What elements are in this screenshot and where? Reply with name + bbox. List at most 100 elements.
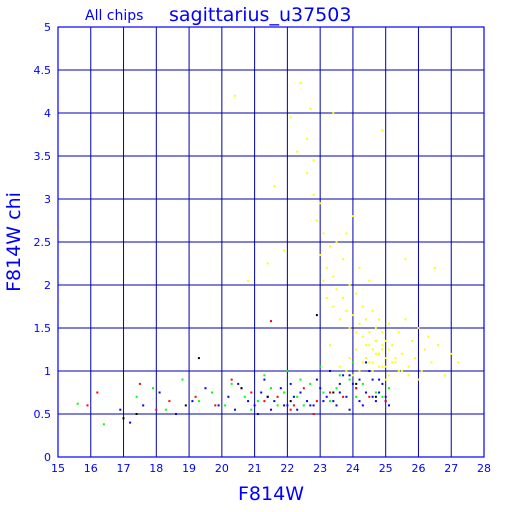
data-point — [312, 193, 315, 196]
data-point — [365, 361, 367, 364]
data-point — [224, 404, 227, 407]
data-point — [437, 344, 440, 347]
data-point — [260, 391, 263, 394]
data-point — [273, 400, 276, 403]
data-point — [355, 395, 358, 398]
x-tick-label: 22 — [280, 462, 294, 475]
data-point — [283, 249, 286, 252]
data-point — [358, 370, 361, 372]
data-point — [355, 348, 358, 351]
data-point — [306, 400, 308, 403]
data-point — [391, 344, 394, 347]
y-tick-labels: 0 0.5 1 1.5 2 2.5 3 3.5 4 4.5 5 — [34, 21, 52, 464]
series-2 — [76, 361, 390, 426]
data-point — [175, 413, 177, 415]
data-point — [365, 318, 367, 321]
data-point — [338, 391, 341, 394]
data-point — [319, 253, 322, 256]
data-point — [142, 404, 145, 407]
data-point — [197, 357, 200, 360]
y-tick-label: 0.5 — [34, 408, 52, 421]
data-point — [410, 339, 413, 342]
data-point — [315, 314, 318, 317]
data-point — [319, 202, 322, 205]
data-point — [322, 391, 325, 394]
data-point — [325, 395, 328, 398]
data-point — [266, 262, 269, 265]
data-point — [312, 404, 315, 407]
data-point — [312, 413, 315, 415]
data-point — [181, 378, 184, 381]
data-point — [329, 245, 331, 248]
data-point — [263, 374, 266, 377]
data-point — [361, 335, 364, 338]
data-point — [351, 361, 354, 364]
x-axis-label: F814W — [238, 483, 304, 505]
data-point — [214, 404, 217, 407]
chart-title: sagittarius_u37503 — [169, 4, 351, 26]
data-point — [384, 365, 387, 368]
data-point — [197, 400, 200, 403]
data-point — [374, 327, 377, 329]
data-point — [276, 395, 279, 398]
data-point — [378, 391, 381, 394]
data-point — [351, 374, 354, 377]
y-axis-label: F814W chi — [3, 192, 25, 292]
data-point — [355, 331, 358, 334]
series-1 — [119, 361, 390, 424]
data-point — [348, 357, 351, 360]
data-point — [388, 387, 390, 390]
data-point — [456, 361, 459, 364]
data-point — [247, 279, 250, 282]
data-point — [184, 404, 187, 407]
data-point — [230, 382, 233, 385]
series-0 — [234, 81, 459, 381]
data-point — [273, 185, 276, 188]
data-point — [342, 258, 345, 261]
data-point — [332, 275, 335, 278]
data-point — [306, 172, 308, 175]
data-point — [168, 400, 171, 403]
data-point — [322, 279, 325, 282]
x-tick-label: 17 — [117, 462, 131, 475]
data-point — [351, 382, 354, 385]
x-tick-label: 27 — [444, 462, 458, 475]
data-point — [368, 395, 371, 398]
data-point — [237, 382, 240, 385]
data-point — [378, 352, 381, 355]
data-point — [240, 387, 243, 390]
data-point — [86, 404, 89, 407]
data-point — [388, 322, 390, 325]
data-point — [338, 374, 341, 377]
data-point — [122, 417, 125, 420]
data-point — [96, 391, 99, 394]
data-point — [358, 400, 361, 403]
x-tick-labels: 15 16 17 18 19 20 21 22 23 24 25 26 27 28 — [51, 462, 491, 475]
data-point — [283, 391, 286, 394]
x-tick-label: 24 — [346, 462, 360, 475]
data-point — [368, 279, 371, 282]
data-point — [417, 327, 420, 329]
data-points — [76, 81, 459, 426]
data-point — [358, 322, 361, 325]
data-point — [338, 365, 341, 368]
data-point — [270, 408, 272, 411]
x-tick-label: 18 — [149, 462, 163, 475]
data-point — [263, 378, 266, 381]
data-point — [388, 348, 390, 351]
data-point — [283, 404, 286, 407]
data-point — [332, 112, 335, 114]
data-point — [381, 344, 384, 347]
data-point — [309, 107, 312, 110]
data-point — [374, 395, 377, 398]
data-point — [129, 421, 132, 424]
data-point — [365, 391, 367, 394]
series-3 — [86, 320, 387, 415]
data-point — [155, 408, 158, 411]
data-point — [384, 378, 387, 381]
data-point — [378, 378, 381, 381]
data-point — [194, 395, 197, 398]
data-point — [355, 292, 358, 295]
data-point — [345, 395, 348, 398]
data-point — [315, 400, 318, 403]
